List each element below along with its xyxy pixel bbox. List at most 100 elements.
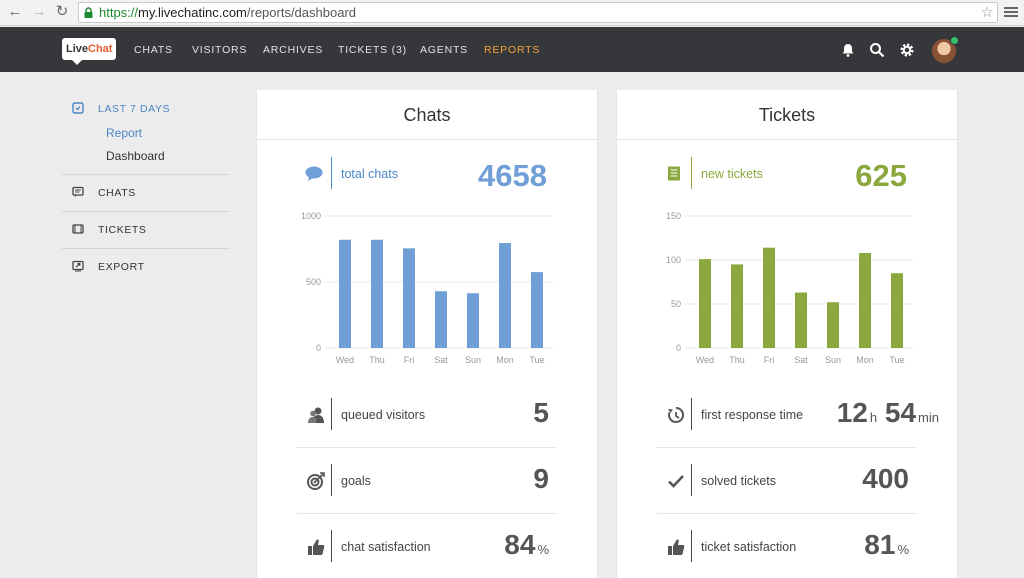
x-tick-label: Thu — [729, 355, 745, 365]
queue-icon — [308, 407, 324, 423]
chart-bar — [467, 293, 479, 348]
sidebar-sub-dashboard[interactable]: Dashboard — [106, 149, 165, 163]
x-tick-label: Thu — [369, 355, 385, 365]
stat-chat-satisfaction: chat satisfaction 84% — [297, 514, 557, 578]
sidebar-item-label: TICKETS — [98, 224, 147, 236]
timer-icon — [668, 406, 685, 423]
sidebar-item-chats[interactable]: CHATS — [62, 174, 230, 211]
stat-value: 81% — [864, 529, 909, 560]
stat-divider — [691, 530, 692, 562]
stat-divider — [331, 398, 332, 430]
sidebar-item-export[interactable]: EXPORT — [62, 248, 230, 285]
chart-bar — [891, 273, 903, 348]
chart-bar — [795, 292, 807, 348]
back-arrow-icon[interactable]: ← — [7, 3, 23, 20]
sidebar-item-tickets[interactable]: TICKETS — [62, 211, 230, 248]
nav-chats[interactable]: CHATS — [134, 44, 173, 56]
stat-value: 9 — [533, 463, 549, 494]
nav-archives[interactable]: ARCHIVES — [263, 44, 324, 56]
nav-agents[interactable]: AGENTS — [420, 44, 468, 56]
stat-value: 84% — [504, 529, 549, 560]
stat-divider — [331, 464, 332, 496]
livechat-logo[interactable]: LiveChat — [62, 38, 117, 65]
url-path: /reports/dashboard — [246, 5, 356, 20]
reload-icon[interactable]: ↻ — [55, 3, 69, 20]
address-bar[interactable]: https://my.livechatinc.com/reports/dashb… — [78, 2, 998, 23]
document-icon — [668, 166, 680, 181]
y-tick-label: 150 — [666, 211, 681, 221]
chart-bar — [499, 243, 511, 348]
x-tick-label: Wed — [696, 355, 714, 365]
online-status-dot — [950, 36, 959, 45]
metric-value: 4658 — [478, 158, 547, 193]
chart-bar — [699, 259, 711, 348]
x-tick-label: Fri — [404, 355, 415, 365]
browser-menu-icon[interactable] — [1004, 5, 1018, 19]
x-tick-label: Sun — [825, 355, 841, 365]
chat-icon — [72, 186, 84, 197]
divider — [62, 174, 230, 175]
chart-bar — [435, 291, 447, 348]
x-tick-label: Sat — [434, 355, 448, 365]
total-chats-metric: total chats 4658 — [297, 156, 557, 193]
nav-reports[interactable]: REPORTS — [484, 44, 541, 56]
chart-bar — [859, 252, 871, 348]
chart-bar — [731, 264, 743, 348]
y-tick-label: 500 — [306, 277, 321, 287]
nav-visitors[interactable]: VISITORS — [192, 44, 248, 56]
chart-bar — [339, 239, 351, 348]
nav-tickets[interactable]: TICKETS (3) — [338, 44, 407, 56]
bell-icon[interactable] — [840, 42, 856, 58]
x-tick-label: Mon — [856, 355, 874, 365]
thumbs-up-icon — [308, 539, 325, 555]
stat-label: goals — [341, 474, 371, 488]
stat-label: ticket satisfaction — [701, 540, 797, 554]
x-tick-label: Fri — [764, 355, 775, 365]
y-tick-label: 0 — [676, 343, 681, 353]
stat-label: queued visitors — [341, 408, 426, 422]
metric-label: new tickets — [701, 167, 763, 181]
new-tickets-metric: new tickets 625 — [657, 156, 917, 193]
lock-icon — [84, 7, 93, 18]
app-header: LiveChat CHATS VISITORS ARCHIVES TICKETS… — [0, 27, 1024, 72]
stat-goals: goals 9 — [297, 448, 557, 514]
check-icon — [668, 475, 684, 488]
y-tick-label: 1000 — [301, 211, 321, 221]
x-tick-label: Sat — [794, 355, 808, 365]
chart-bar — [531, 272, 543, 348]
forward-arrow-icon[interactable]: → — [31, 3, 47, 20]
card-title: Chats — [257, 90, 597, 140]
chart-bar — [827, 302, 839, 348]
metric-divider — [691, 157, 692, 189]
x-tick-label: Tue — [529, 355, 544, 365]
stat-label: first response time — [701, 408, 804, 422]
sidebar-item-label: CHATS — [98, 187, 136, 199]
url-domain: my.livechatinc.com — [138, 5, 247, 20]
tickets-bar-chart: 0 50 100 150 Wed Thu Fri Sat Sun Mon Tue — [666, 211, 913, 365]
stat-solved-tickets: solved tickets 400 — [657, 448, 917, 514]
sidebar-item-last-7-days[interactable]: LAST 7 DAYS — [62, 90, 230, 127]
url-scheme: https:// — [99, 5, 139, 20]
stat-label: solved tickets — [701, 474, 777, 488]
gear-icon[interactable] — [899, 42, 915, 58]
metric-divider — [331, 157, 332, 189]
export-icon — [72, 260, 84, 272]
card-title: Tickets — [617, 90, 957, 140]
chats-card: Chats total chats 4658 0 500 1000 Wed Thu Fri… — [257, 90, 597, 578]
x-tick-label: Wed — [336, 355, 354, 365]
stat-divider — [691, 398, 692, 430]
thumbs-up-icon — [668, 539, 685, 555]
chart-bar — [763, 247, 775, 348]
stat-first-response-time: first response time 12 h 54 min — [657, 382, 939, 448]
bookmark-star-icon[interactable]: ☆ — [980, 4, 994, 21]
stat-value: 12 h 54 min — [836, 397, 939, 428]
x-tick-label: Sun — [465, 355, 481, 365]
stat-divider — [331, 530, 332, 562]
ticket-icon — [72, 224, 84, 234]
calendar-icon — [72, 102, 84, 114]
stat-label: chat satisfaction — [341, 540, 431, 554]
stat-queued-visitors: queued visitors 5 — [297, 382, 557, 448]
chats-bar-chart: 0 500 1000 Wed Thu Fri Sat Sun Mon Tue — [301, 211, 553, 365]
search-icon[interactable] — [869, 42, 885, 58]
sidebar-sub-report[interactable]: Report — [106, 126, 143, 140]
